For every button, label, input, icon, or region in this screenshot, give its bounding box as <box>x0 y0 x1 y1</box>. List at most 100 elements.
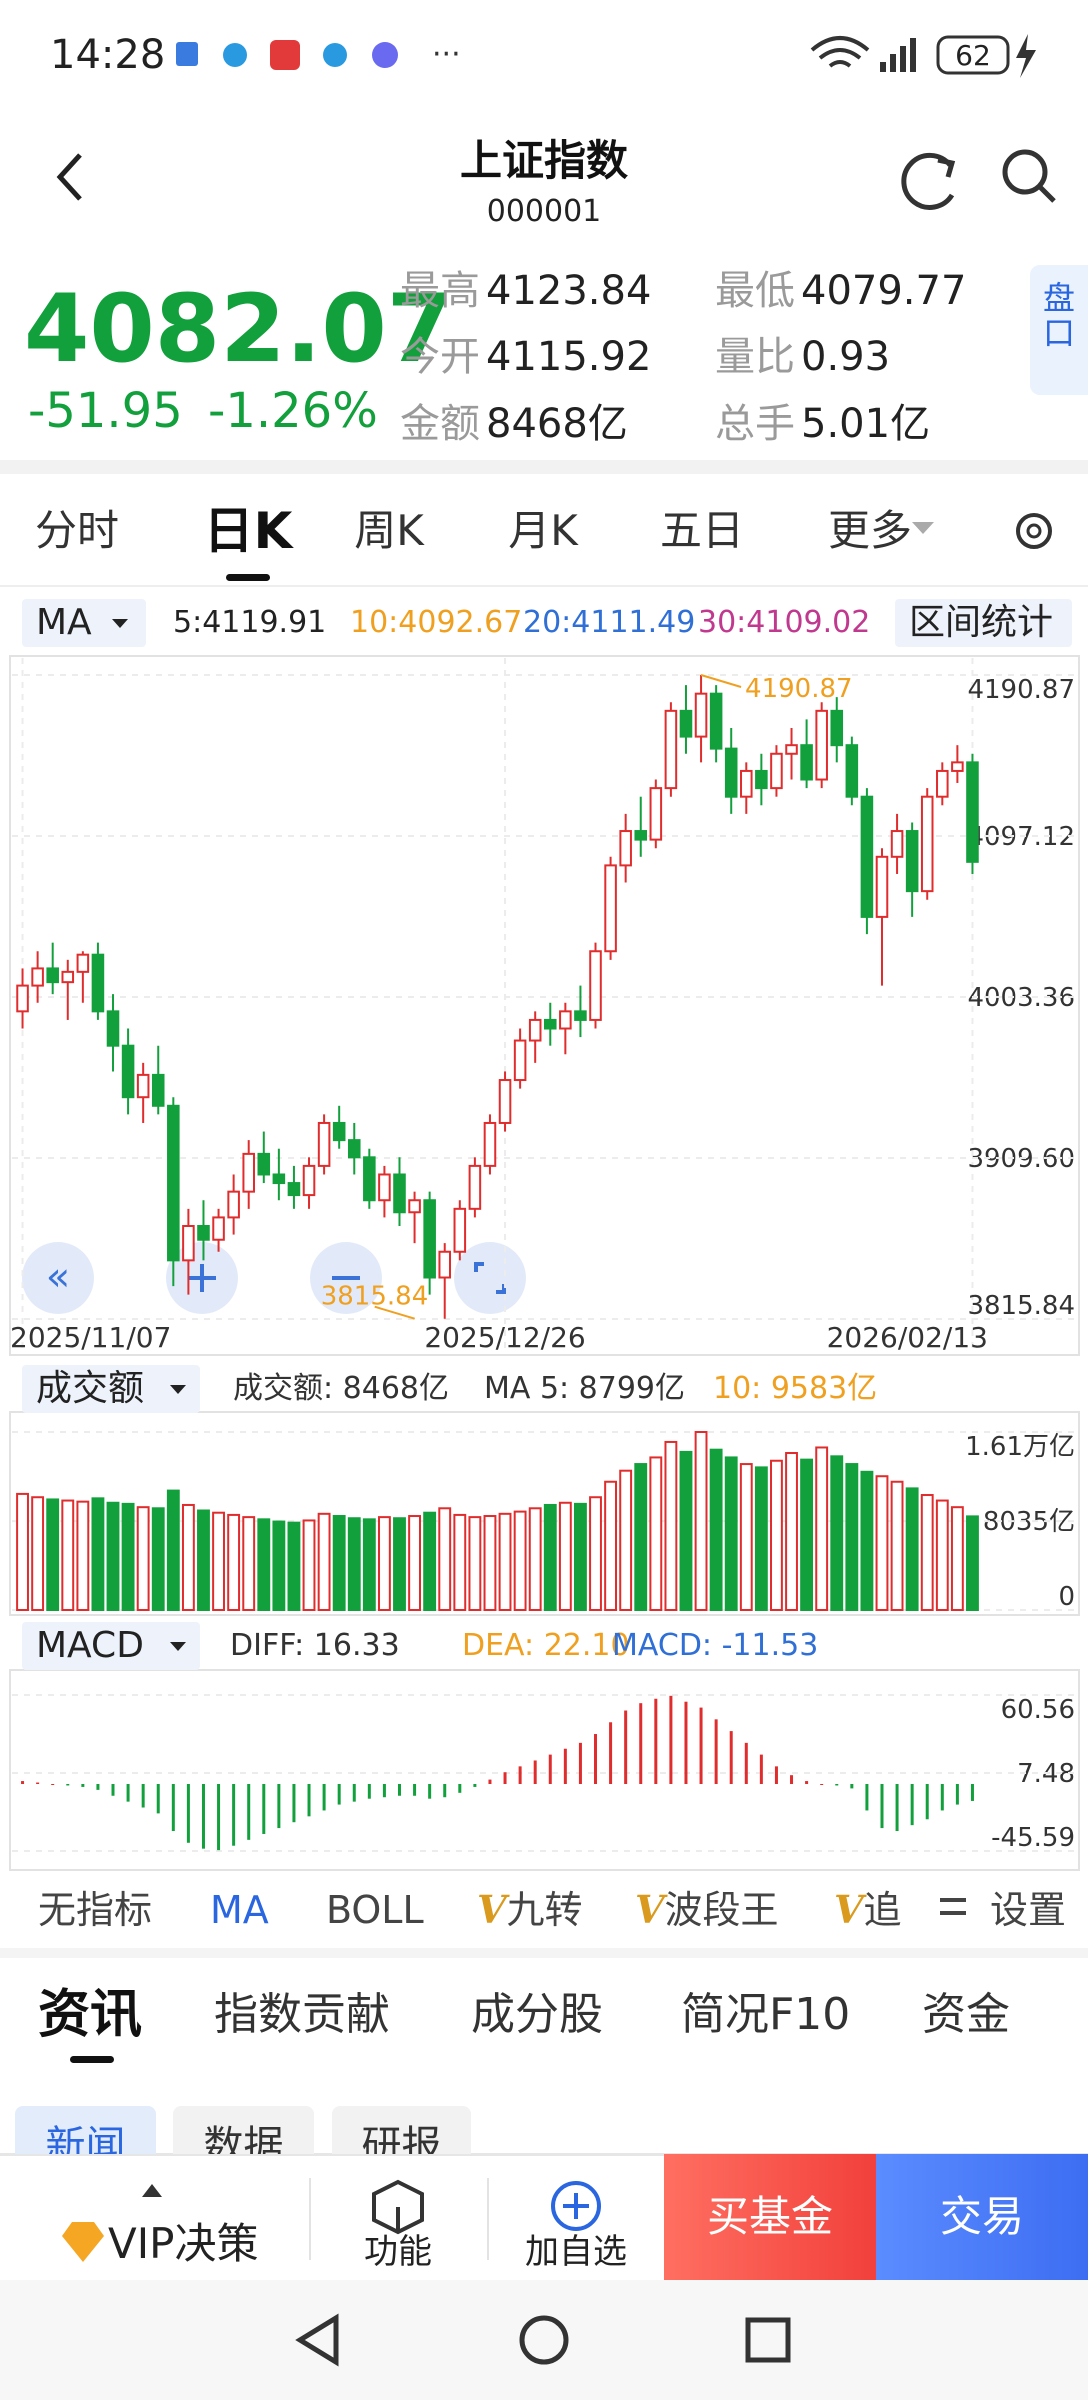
buy-fund-text[interactable]: 买基金 <box>706 2192 833 2241</box>
candle-body <box>694 692 708 738</box>
indicator-text: 追 <box>863 1888 902 1932</box>
macd-bar <box>925 1784 929 1820</box>
stat-value: 4115.92 <box>486 334 652 380</box>
tab[interactable]: 月K <box>508 506 578 555</box>
ma-legend-item: 30:4109.02 <box>698 605 871 640</box>
volume-bar <box>935 1499 949 1612</box>
macd-bar <box>413 1784 417 1796</box>
macd-bar <box>201 1784 205 1849</box>
refresh-icon[interactable] <box>901 152 955 210</box>
scroll-left-icon: « <box>46 1254 70 1300</box>
volume-bar <box>468 1516 482 1612</box>
macd-bar <box>458 1784 462 1793</box>
nav-recent[interactable] <box>745 2317 791 2363</box>
tab[interactable]: 日K <box>203 502 293 560</box>
news-tab[interactable]: 资讯 <box>38 1985 143 2045</box>
volume-bar <box>845 1463 859 1612</box>
volume-bar <box>498 1512 512 1612</box>
macd-bar <box>111 1784 115 1796</box>
candle-body <box>634 830 648 841</box>
volume-bar <box>860 1470 874 1612</box>
settings-bg <box>930 1880 1088 1940</box>
macd-bar <box>66 1784 70 1786</box>
news-tab[interactable]: 资金 <box>922 1989 1010 2040</box>
volume-bar <box>619 1469 633 1612</box>
indicator-tab[interactable]: V九转 <box>477 1891 583 1930</box>
macd-bar <box>21 1781 25 1785</box>
macd-bar <box>578 1742 582 1785</box>
candle-body <box>604 864 617 953</box>
indicator-tab[interactable]: V波段王 <box>635 1891 779 1930</box>
candle-body <box>785 744 798 755</box>
volume-bar <box>393 1517 406 1612</box>
indicator-tab[interactable]: BOLL <box>326 1891 424 1929</box>
volume-bar <box>61 1499 75 1612</box>
candle-body <box>151 1073 165 1107</box>
tab[interactable]: 更多 <box>827 506 912 555</box>
indicator-tab[interactable]: MA <box>210 1891 269 1929</box>
tab[interactable]: 五日 <box>659 506 744 555</box>
macd-bar <box>382 1784 386 1798</box>
volume-bar <box>423 1511 437 1612</box>
candle-body <box>332 1121 346 1142</box>
ma-legend-item: 10:4092.67 <box>350 605 523 640</box>
macd-bar <box>940 1784 944 1811</box>
indicator-legend-item: DIFF: 16.33 <box>230 1628 400 1663</box>
scroll-left-button[interactable] <box>22 1242 94 1314</box>
volume-bar <box>166 1489 180 1612</box>
candle-body <box>679 709 693 738</box>
stat-label: 量比 <box>715 334 795 380</box>
stat-label: 金额 <box>400 401 480 447</box>
volume-bar <box>136 1506 150 1612</box>
settings-icon[interactable] <box>1016 513 1052 549</box>
trade-text[interactable]: 交易 <box>939 2192 1024 2241</box>
indicator-tab[interactable]: 无指标 <box>38 1891 152 1929</box>
candle-body <box>483 1121 497 1167</box>
indicator-tab[interactable]: V追 <box>834 1888 902 1932</box>
tab[interactable]: 周K <box>354 506 424 555</box>
code: 000001 <box>486 194 602 229</box>
fullscreen-button[interactable] <box>454 1242 526 1314</box>
indicator-text: BOLL <box>326 1888 424 1932</box>
indicator-legend-item: MACD: -11.53 <box>612 1628 819 1663</box>
macd-bar <box>352 1784 356 1802</box>
volume-bar <box>121 1502 135 1612</box>
ma-selector-text: MA <box>36 602 92 643</box>
candle-body <box>574 1010 587 1021</box>
annotation: 3815.84 <box>321 1282 429 1312</box>
candle-body <box>106 1010 120 1047</box>
title: 上证指数 <box>459 136 628 185</box>
divider <box>0 460 1088 474</box>
volume-bar <box>558 1501 572 1612</box>
back-icon[interactable] <box>56 153 82 201</box>
macd-bar <box>96 1784 100 1790</box>
buy-fund-button[interactable] <box>664 2154 876 2280</box>
candle-body <box>936 769 949 798</box>
function-text[interactable]: 功能 <box>364 2232 432 2272</box>
volume-bar <box>528 1507 542 1612</box>
trade-button[interactable] <box>876 2154 1088 2280</box>
macd-frame <box>9 1669 1080 1871</box>
nav-home[interactable] <box>519 2315 569 2365</box>
volume-bar <box>16 1492 29 1612</box>
candle-body <box>272 1173 286 1185</box>
news-tab[interactable]: 简况F10 <box>681 1989 851 2040</box>
macd-bar <box>51 1784 55 1786</box>
candle-body <box>423 1199 436 1279</box>
volume-bar <box>890 1480 904 1612</box>
volume-bar <box>408 1515 421 1612</box>
nav-back[interactable] <box>295 2313 339 2367</box>
add-text[interactable]: 加自选 <box>525 2232 627 2272</box>
search-icon[interactable] <box>1002 149 1048 195</box>
settings-text[interactable]: 设置 <box>990 1888 1067 1932</box>
tab[interactable]: 分时 <box>34 506 119 555</box>
candle-body <box>875 855 889 918</box>
side-button[interactable]: 盘口 <box>1030 265 1088 395</box>
candle-body <box>257 1152 271 1176</box>
news-tab[interactable]: 指数贡献 <box>214 1989 390 2040</box>
macd-bar <box>141 1784 145 1808</box>
news-tab[interactable]: 成分股 <box>471 1989 603 2040</box>
vip-text[interactable]: VIP决策 <box>108 2219 259 2268</box>
macd-bar <box>367 1784 371 1799</box>
range-stats-button[interactable] <box>895 599 1072 647</box>
